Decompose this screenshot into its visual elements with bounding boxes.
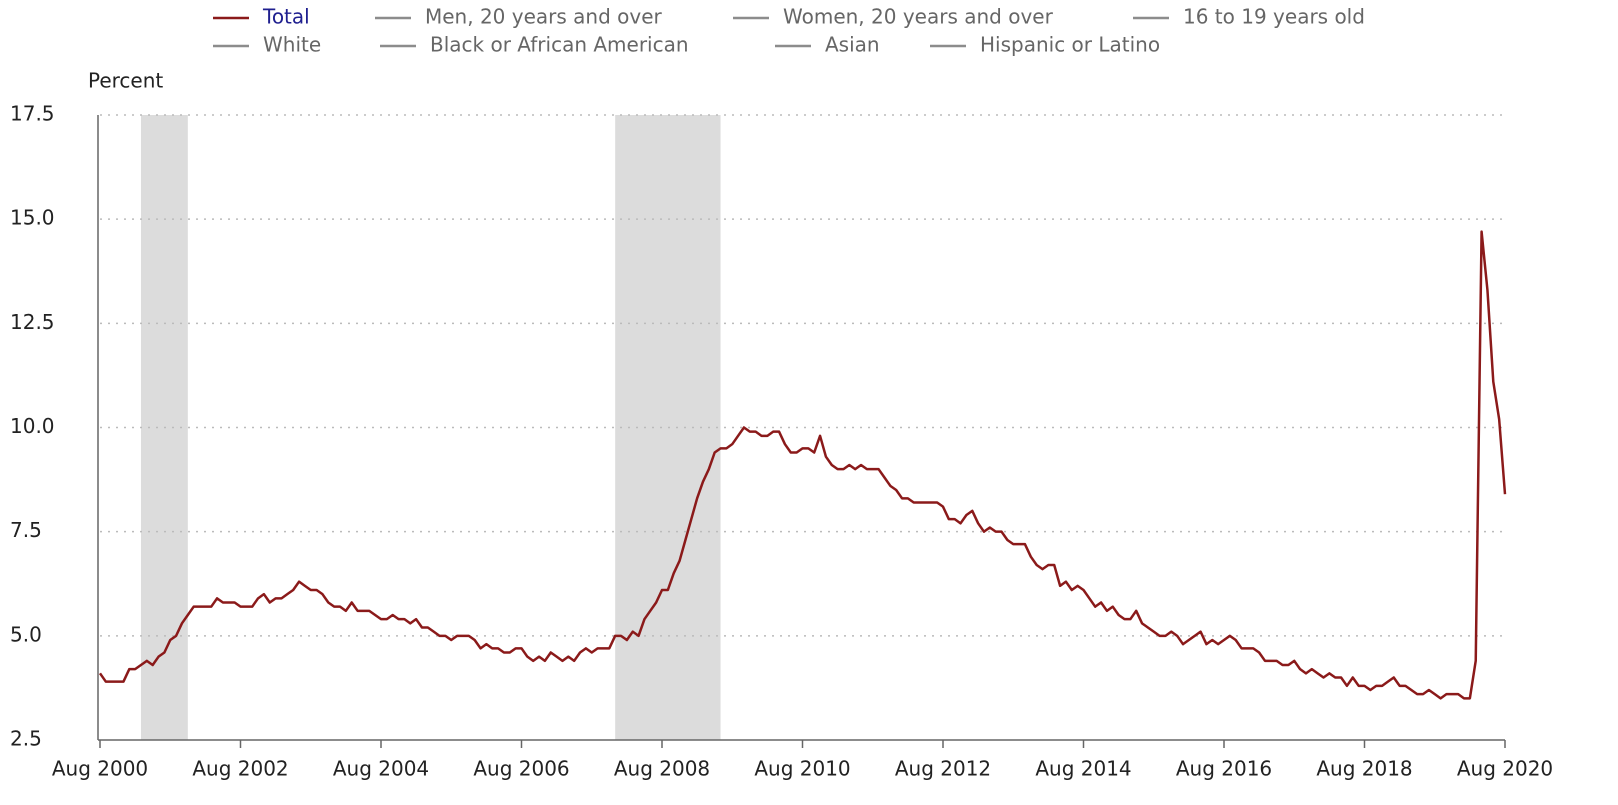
x-tick-label: Aug 2018 <box>1316 757 1412 781</box>
recession-band <box>615 115 721 740</box>
x-tick-label: Aug 2004 <box>333 757 429 781</box>
y-tick-label: 5.0 <box>10 622 42 646</box>
x-tick-label: Aug 2002 <box>192 757 288 781</box>
y-tick-label: 7.5 <box>10 518 42 542</box>
x-tick-label: Aug 2008 <box>614 757 710 781</box>
x-tick-label: Aug 2020 <box>1457 757 1553 781</box>
y-tick-label: 10.0 <box>10 414 55 438</box>
x-tick-label: Aug 2000 <box>52 757 148 781</box>
x-tick-label: Aug 2012 <box>895 757 991 781</box>
legend-label: Total <box>262 5 310 29</box>
legend-label: Black or African American <box>430 33 689 57</box>
legend-label: White <box>263 33 321 57</box>
x-tick-label: Aug 2014 <box>1035 757 1131 781</box>
y-tick-label: 15.0 <box>10 206 55 230</box>
legend-label: Hispanic or Latino <box>980 33 1160 57</box>
series-line <box>98 230 1507 700</box>
legend-label: 16 to 19 years old <box>1183 5 1365 29</box>
legend-label: Men, 20 years and over <box>425 5 663 29</box>
y-axis-label: Percent <box>88 69 163 93</box>
x-tick-label: Aug 2016 <box>1176 757 1272 781</box>
y-tick-label: 17.5 <box>10 102 55 126</box>
x-tick-label: Aug 2010 <box>754 757 850 781</box>
y-tick-label: 12.5 <box>10 310 55 334</box>
y-tick-label: 2.5 <box>10 727 42 751</box>
legend-label: Women, 20 years and over <box>783 5 1054 29</box>
x-tick-label: Aug 2006 <box>473 757 569 781</box>
legend-label: Asian <box>825 33 880 57</box>
